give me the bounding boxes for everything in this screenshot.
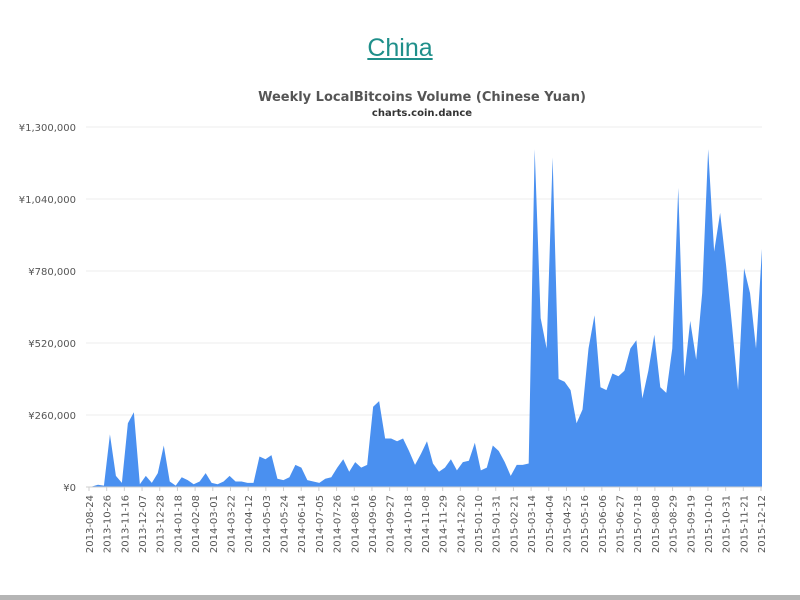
volume-area-series — [86, 149, 762, 487]
x-tick-label: 2015-12-12 — [757, 495, 768, 553]
page-heading-link[interactable]: China — [367, 34, 433, 62]
x-tick-label: 2014-08-16 — [350, 495, 361, 553]
x-tick-label: 2014-03-01 — [209, 495, 220, 553]
x-tick-label: 2013-10-26 — [103, 495, 114, 553]
y-tick-label: ¥260,000 — [28, 411, 76, 422]
x-tick-label: 2015-09-19 — [686, 495, 697, 553]
x-tick-label: 2015-10-10 — [704, 495, 715, 553]
x-tick-label: 2015-06-27 — [616, 495, 627, 553]
x-axis-ticks: 2013-08-24 2013-10-26 2013-11-16 2013-12-07… — [85, 487, 768, 553]
x-tick-label: 2015-08-29 — [669, 495, 680, 553]
x-tick-label: 2013-12-07 — [138, 495, 149, 553]
x-tick-label: 2013-12-28 — [156, 495, 167, 553]
x-tick-label: 2014-10-18 — [403, 495, 414, 553]
x-tick-label: 2015-02-21 — [509, 495, 520, 553]
y-tick-label: ¥520,000 — [28, 339, 76, 350]
x-tick-label: 2015-01-10 — [474, 495, 485, 553]
x-tick-label: 2015-10-31 — [722, 495, 733, 553]
x-tick-label: 2015-11-21 — [739, 495, 750, 553]
chart-subtitle: charts.coin.dance — [372, 108, 472, 119]
x-tick-label: 2015-05-16 — [580, 495, 591, 553]
y-tick-label: ¥1,300,000 — [19, 123, 76, 134]
x-tick-label: 2015-06-06 — [598, 495, 609, 553]
x-tick-label: 2014-05-03 — [262, 495, 273, 553]
bottom-scrollbar — [0, 595, 800, 600]
x-tick-label: 2015-08-08 — [651, 495, 662, 553]
x-tick-label: 2015-07-18 — [633, 495, 644, 553]
x-tick-label: 2014-09-27 — [386, 495, 397, 553]
x-tick-label: 2014-04-12 — [244, 495, 255, 553]
x-tick-label: 2014-07-26 — [333, 495, 344, 553]
x-tick-label: 2014-02-08 — [191, 495, 202, 553]
x-tick-label: 2014-01-18 — [173, 495, 184, 553]
plot-area — [86, 149, 762, 487]
y-tick-label: ¥780,000 — [28, 267, 76, 278]
y-tick-label: ¥0 — [63, 483, 76, 494]
x-tick-label: 2013-11-16 — [120, 495, 131, 553]
chart-title: Weekly LocalBitcoins Volume (Chinese Yua… — [258, 90, 586, 105]
x-tick-label: 2015-04-25 — [562, 495, 573, 553]
x-tick-label: 2014-09-06 — [368, 495, 379, 553]
x-tick-label: 2014-12-20 — [456, 495, 467, 553]
x-tick-label: 2015-04-04 — [545, 495, 556, 553]
grid — [86, 126, 762, 416]
x-tick-label: 2013-08-24 — [85, 495, 96, 553]
x-tick-label: 2014-05-24 — [280, 495, 291, 553]
x-tick-label: 2014-07-05 — [315, 495, 326, 553]
x-tick-label: 2014-06-14 — [297, 495, 308, 553]
x-tick-label: 2014-11-08 — [421, 495, 432, 553]
y-axis-ticks: ¥0 ¥260,000 ¥520,000 ¥780,000 ¥1,040,000 ¥1,3… — [19, 123, 76, 494]
x-tick-label: 2015-03-14 — [527, 495, 538, 553]
x-tick-label: 2015-01-31 — [492, 495, 503, 553]
x-tick-label: 2014-11-29 — [439, 495, 450, 553]
x-tick-label: 2014-03-22 — [226, 495, 237, 553]
y-tick-label: ¥1,040,000 — [19, 195, 76, 206]
